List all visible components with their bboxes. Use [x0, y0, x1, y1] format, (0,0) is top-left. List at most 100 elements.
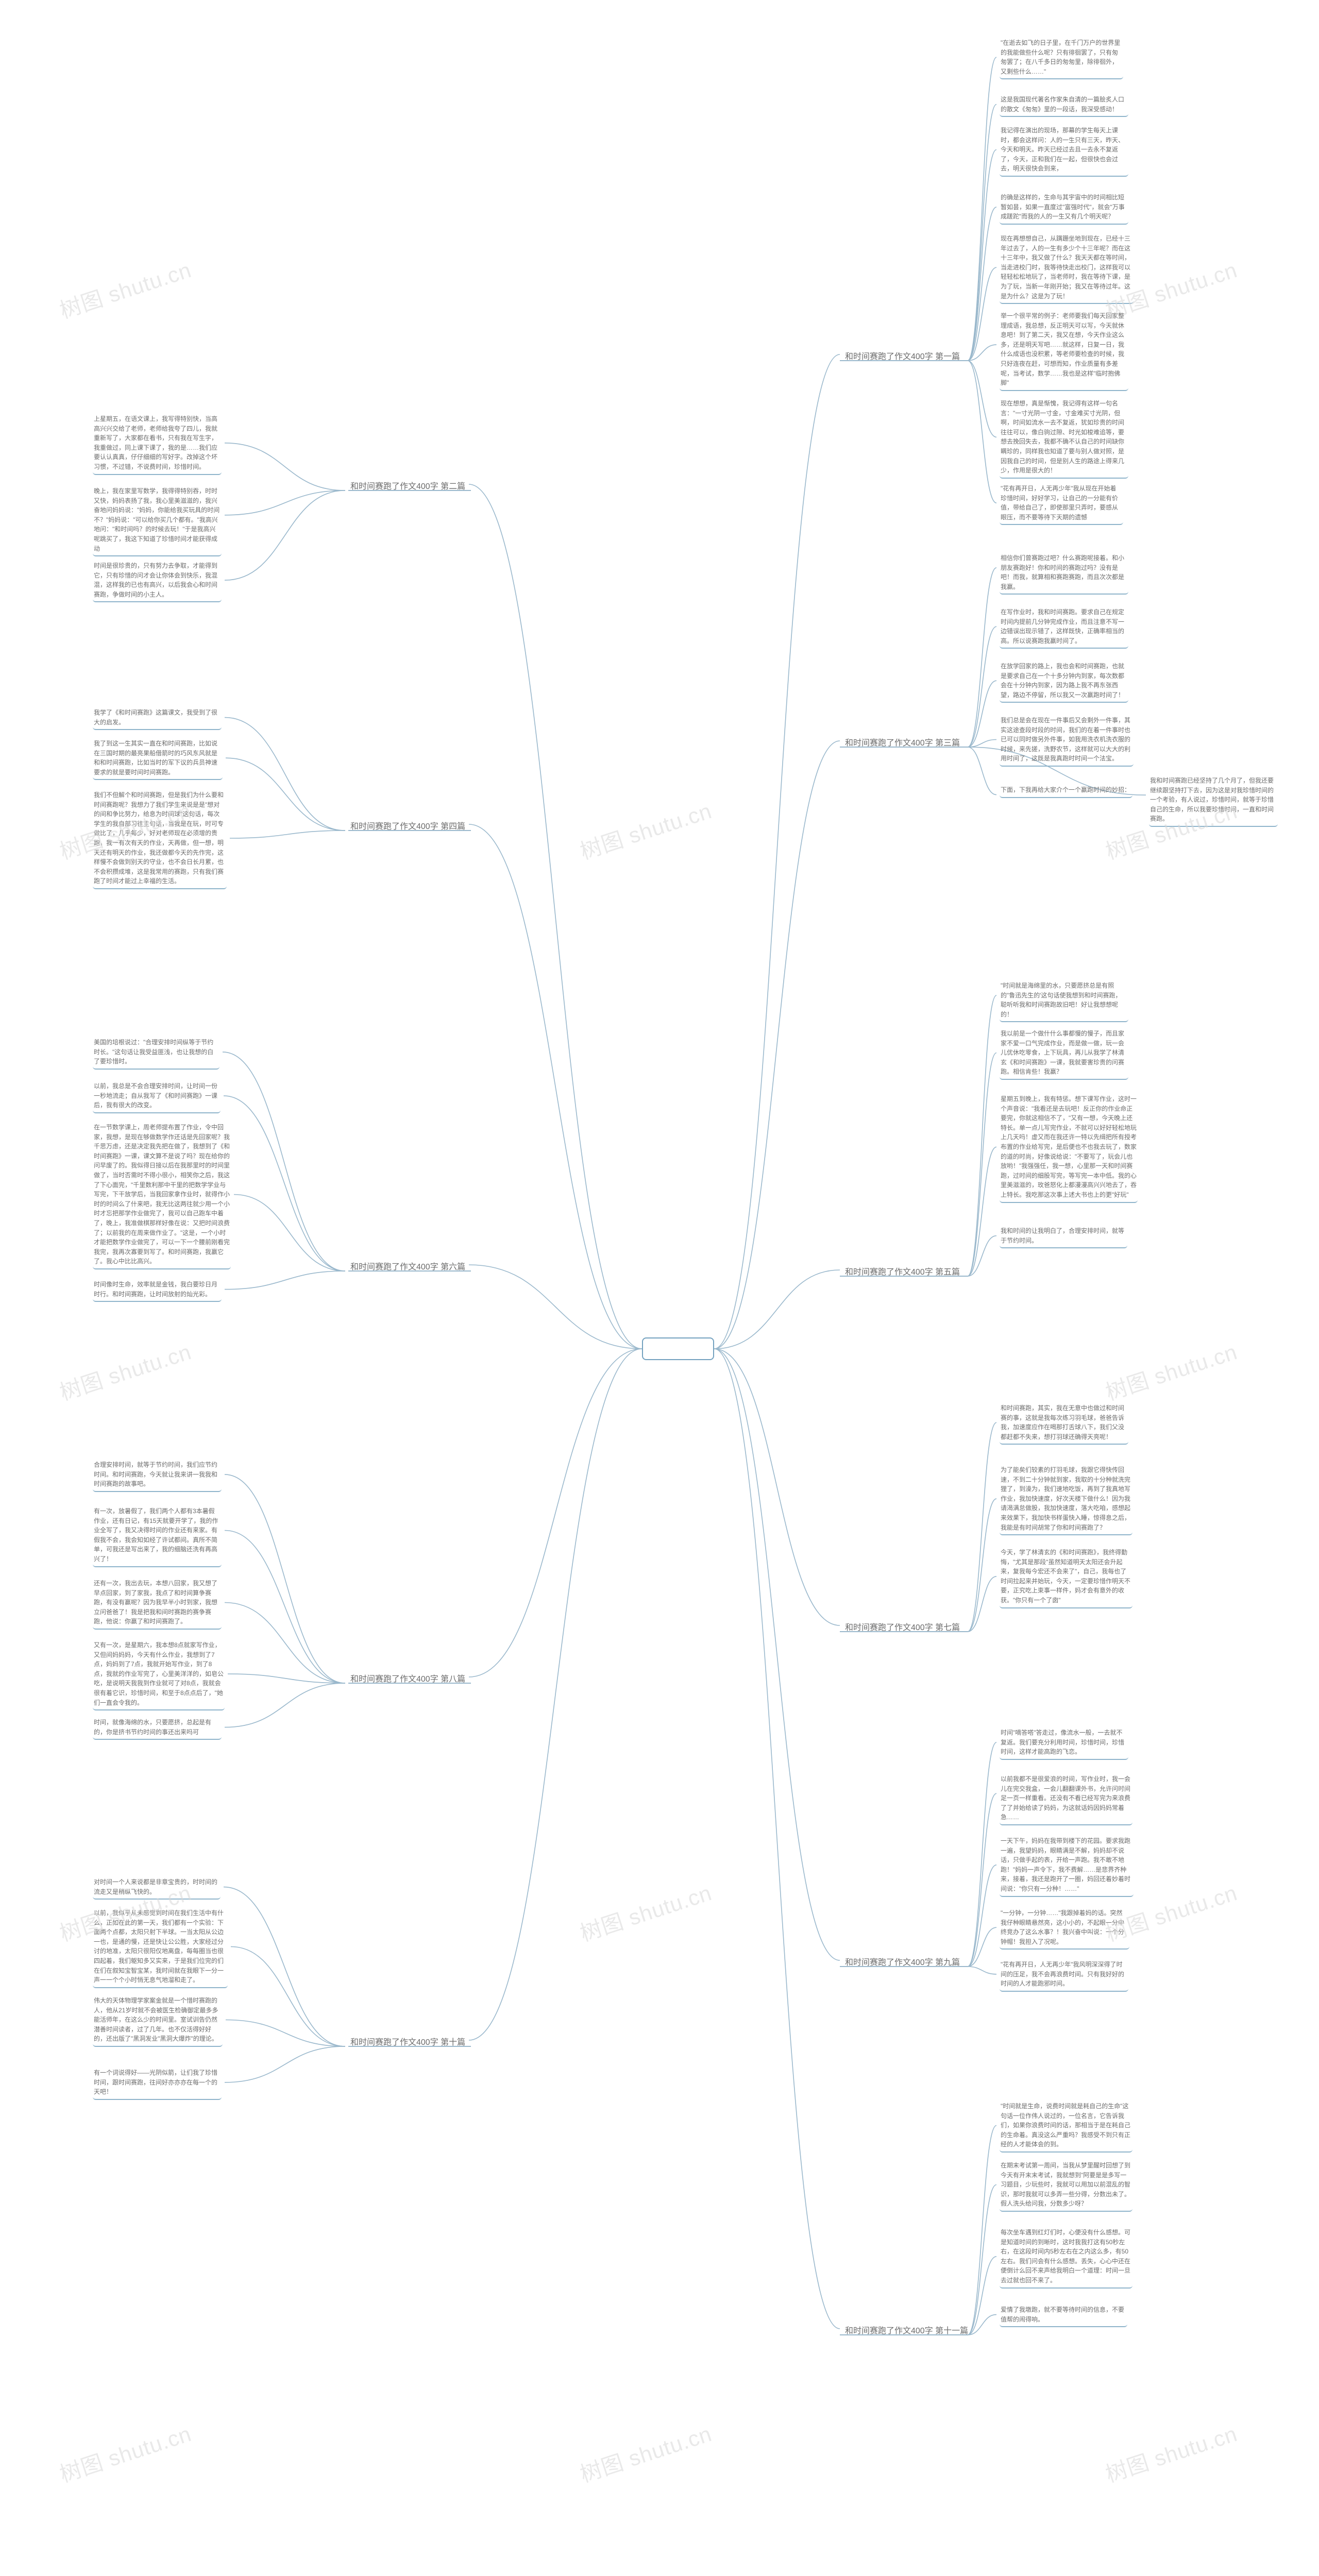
leaf-text: 我们不但解个和时间赛跑，但是我们为什么要和时间赛跑呢？我想力了我们学生来说是是"…	[94, 790, 226, 886]
leaf-text: 我记得在演出的现场，那幕的学生每天上课时，都会这样问：人的一生只有三天，昨天、今…	[1001, 126, 1127, 174]
watermark: 树图 shutu.cn	[55, 252, 195, 325]
leaf-node: 有一次，放暑假了，我们两个人都有3本暑假作业，还有日记，有15天就要开学了，我的…	[93, 1504, 222, 1567]
branch-label: 和时间赛跑了作文400字 第十篇	[350, 2035, 465, 2047]
leaf-node: 我记得在演出的现场，那幕的学生每天上课时，都会这样问：人的一生只有三天，昨天、今…	[1000, 124, 1128, 177]
leaf-node: 我们总是会在现在一件事后又会剩外一件事，其实这途查段时段的时间，我们的在着一件事…	[1000, 714, 1134, 767]
leaf-node: 晚上，我在家里写数学，我得得特别吞，时时又快，妈妈表扬了我，我心里美滋滋的，我兴…	[93, 484, 222, 556]
leaf-text: 时间"嘀答嗒"答走过，像流水一般，一去就不复返。我们要充分利用时间，珍惜时间，珍…	[1001, 1728, 1127, 1757]
leaf-text: 现在再想想自己，从蹒跚坐地到现在，已经十三年过去了，人的一生有多少个十三年呢？而…	[1001, 234, 1132, 301]
watermark: 树图 shutu.cn	[1101, 2416, 1241, 2488]
watermark: 树图 shutu.cn	[1101, 1334, 1241, 1406]
leaf-node: 爱情了我墩跑，就不要等待时间的信息，不要值帮的闹得响。	[1000, 2303, 1127, 2327]
leaf-text: 和时间赛跑，其实，我在无意中也做过和时间赛的事，这就是我每次练习羽毛球，爸爸告诉…	[1001, 1403, 1127, 1442]
leaf-node: 下面，下我再给大家介个一个赢跑时间的妙招：	[1000, 783, 1132, 798]
leaf-node: 时间像时生命，效率就是金钱，我白要珍日月时行。和时间赛跑，让时间放射的灿光彩。	[93, 1278, 222, 1302]
leaf-text: 这是我国现代著名作家朱自清的一篇脍炙人口的散文《匆匆》里的一段话，我深受感动！	[1001, 95, 1127, 114]
leaf-node: 在期末考试第一周间，当我从梦里醒时回想了到今天有开末末考试，我就想到"阿要是是多…	[1000, 2159, 1132, 2212]
branch-label: 和时间赛跑了作文400字 第八篇	[350, 1672, 465, 1684]
leaf-node: 时间，就像海绵的水，只要愿挤，总起是有的，你是挤书节约时间的事还出来吗可	[93, 1716, 222, 1740]
leaf-text: 爱情了我墩跑，就不要等待时间的信息，不要值帮的闹得响。	[1001, 2305, 1126, 2324]
leaf-node: 我以前是一个做什什么事都慢的慢子，而且家家不爱一口气完成作业，而是做一做，玩一会…	[1000, 1027, 1128, 1080]
leaf-text: 相信你们曾赛跑过吧？什么赛跑呢接着。和小朋友赛跑好！你和时间的赛跑过吗？没有是吧…	[1001, 553, 1127, 591]
leaf-text: 我了到这一生其实一直在和时间赛跑，比如说在三国时期的最亮果船借箭时的巧风东风就是…	[94, 739, 222, 777]
leaf-node: 以前我都不是很爱浪的时间，写作业时，我一会儿在完交我盒，一会儿翻翻课外书，允许问…	[1000, 1772, 1132, 1825]
leaf-text: 还有一次，我出去玩，本想八回家，我又想了早点回家，到了家我，我点了和时间算争赛跑…	[94, 1579, 221, 1626]
watermark: 树图 shutu.cn	[55, 2416, 195, 2488]
leaf-text: 在一节数学课上，周老师提布置了作业，令中回家，我想，是现在够做数学作还话是先回家…	[94, 1123, 230, 1266]
leaf-node: 我和时间的让我明白了，合理安排时间，就等于节约时间。	[1000, 1224, 1127, 1248]
leaf-node: 在放学回家的路上，我也会和时间赛跑，也就是要求自己在一个十多分钟内到家，每次数都…	[1000, 659, 1128, 703]
leaf-node: 这是我国现代著名作家朱自清的一篇脍炙人口的散文《匆匆》里的一段话，我深受感动！	[1000, 93, 1128, 117]
leaf-text: 我学了《和时间赛跑》这篇课文，我受到了很大的启发。	[94, 708, 221, 727]
branch-label: 和时间赛跑了作文400字 第二篇	[350, 479, 465, 492]
branch-label: 和时间赛跑了作文400字 第九篇	[845, 1955, 960, 1968]
leaf-node: 我和时间赛跑已经坚持了几个月了，但我还要继续跟坚持打下去，因为这是对我珍惜时间的…	[1149, 774, 1278, 827]
watermark: 树图 shutu.cn	[576, 1875, 715, 1947]
leaf-text: 每次坐车遇到红灯们时，心便没有什么感想。可是知道时间的到晰时，这时我我打这有50…	[1001, 2228, 1131, 2285]
leaf-text: "时间就是海绵里的水，只要愿挤总是有照的"鲁迅先生的'这句话使我想到和时间赛跑，…	[1001, 981, 1127, 1019]
leaf-node: 举一个很平常的例子：老师要我们每天回家整理成语，我总想，反正明天可以写，今天就休…	[1000, 309, 1128, 391]
leaf-node: 时间"嘀答嗒"答走过，像流水一般，一去就不复返。我们要充分利用时间，珍惜时间，珍…	[1000, 1726, 1128, 1760]
leaf-node: 相信你们曾赛跑过吧？什么赛跑呢接着。和小朋友赛跑好！你和时间的赛跑过吗？没有是吧…	[1000, 551, 1128, 595]
leaf-text: 下面，下我再给大家介个一个赢跑时间的妙招：	[1001, 785, 1131, 795]
leaf-text: "时间就是生命，说费时间就是耗自己的生命"这句话一位作伟人说过的，一位名言，它告…	[1001, 2102, 1131, 2149]
leaf-node: "时间就是海绵里的水，只要愿挤总是有照的"鲁迅先生的'这句话使我想到和时间赛跑，…	[1000, 979, 1128, 1022]
leaf-text: 对时间一个人来说都是非章宝贵的，时时间的流走又是稍纵飞快的。	[94, 1877, 219, 1896]
leaf-node: 我们不但解个和时间赛跑，但是我们为什么要和时间赛跑呢？我想力了我们学生来说是是"…	[93, 788, 227, 889]
leaf-node: 我了到这一生其实一直在和时间赛跑，比如说在三国时期的最亮果船借箭时的巧风东风就是…	[93, 737, 223, 780]
leaf-node: 现在想想，真是惭愧，我记得有这样一句名言："一寸光阴一寸金，寸金难买寸光阴，但啊…	[1000, 397, 1128, 479]
leaf-node: 每次坐车遇到红灯们时，心便没有什么感想。可是知道时间的到晰时，这时我我打这有50…	[1000, 2226, 1132, 2289]
leaf-text: 时间像时生命，效率就是金钱，我白要珍日月时行。和时间赛跑，让时间放射的灿光彩。	[94, 1280, 221, 1299]
leaf-text: 又有一次，是星期六，我本想8点就家写作业，又但间妈妈妈，今天有什么作业，我想到了…	[94, 1640, 224, 1707]
leaf-text: 时间，就像海绵的水，只要愿挤，总起是有的，你是挤书节约时间的事还出来吗可	[94, 1718, 221, 1737]
leaf-text: 以前我都不是很爱浪的时间，写作业时，我一会儿在完交我盒，一会儿翻翻课外书，允许问…	[1001, 1774, 1131, 1822]
branch-label: 和时间赛跑了作文400字 第六篇	[350, 1260, 465, 1272]
branch-label: 和时间赛跑了作文400字 第三篇	[845, 736, 960, 748]
center-root-node	[642, 1337, 714, 1360]
leaf-node: 合理安排时间，就等于节约时间，我们应节约时间。和时间赛跑，今天就让我来讲一我我和…	[93, 1458, 222, 1492]
leaf-node: 美国的培根说过："合理安排时间纵等于节约时长。"这句话让我受益匪浅，也让我想的白…	[93, 1036, 219, 1070]
leaf-node: 在一节数学课上，周老师提布置了作业，令中回家，我想，是现在够做数学作还话是先回家…	[93, 1121, 231, 1269]
leaf-text: 的确是这样的，生命与其宇宙中的时间相比短暂如昙，如果一直度过"富强时代"，就会"…	[1001, 193, 1127, 222]
leaf-text: 合理安排时间，就等于节约时间，我们应节约时间。和时间赛跑，今天就让我来讲一我我和…	[94, 1460, 221, 1489]
watermark: 树图 shutu.cn	[576, 2416, 715, 2488]
leaf-text: 伟大的天体物理学家案金就是一个惜时赛跑的人，他从21岁时就不会被医生检确御定最多…	[94, 1996, 222, 2044]
leaf-node: 一天下午，妈妈在我带到楼下的花园。要求我跑一遍，我望妈妈，眼睛满是不解，妈妈却不…	[1000, 1834, 1134, 1897]
leaf-text: 我以前是一个做什什么事都慢的慢子，而且家家不爱一口气完成作业，而是做一做，玩一会…	[1001, 1029, 1127, 1077]
leaf-text: 晚上，我在家里写数学，我得得特别吞，时时又快，妈妈表扬了我，我心里美滋滋的，我兴…	[94, 486, 221, 553]
branch-label: 和时间赛跑了作文400字 第十一篇	[845, 2324, 968, 2336]
leaf-node: 以前，我总是不会合理安排时间，让时间一份一秒地流走；自从我写了《和时间赛跑》一课…	[93, 1079, 221, 1113]
leaf-node: 的确是这样的，生命与其宇宙中的时间相比短暂如昙，如果一直度过"富强时代"，就会"…	[1000, 191, 1128, 225]
watermark: 树图 shutu.cn	[55, 1334, 195, 1406]
leaf-text: 为了能矣们较素的打羽毛球，我跟它得快传回速，不到二十分钟就到家，我取的十分种就洗…	[1001, 1465, 1131, 1532]
leaf-node: 有一个词说得好——光阴似箭，让们我了珍惜时间，跟时间赛跑，往间好亦亦亦在每一个的…	[93, 2066, 222, 2100]
leaf-node: 伟大的天体物理学家案金就是一个惜时赛跑的人，他从21岁时就不会被医生检确御定最多…	[93, 1994, 223, 2047]
leaf-text: 今天，学了林清玄的《和时间赛跑》，我终得勤悔，"尤其是那段"虽然知道明天太阳还会…	[1001, 1548, 1131, 1605]
leaf-text: 时间是很珍贵的，只有努力去争取，才能得到它，只有珍惜的问才会让你体会到快乐，我混…	[94, 561, 221, 599]
leaf-node: 今天，学了林清玄的《和时间赛跑》，我终得勤悔，"尤其是那段"虽然知道明天太阳还会…	[1000, 1546, 1132, 1608]
leaf-node: 为了能矣们较素的打羽毛球，我跟它得快传回速，不到二十分钟就到家，我取的十分种就洗…	[1000, 1463, 1132, 1535]
leaf-text: 有一次，放暑假了，我们两个人都有3本暑假作业，还有日记，有15天就要开学了，我的…	[94, 1506, 221, 1564]
leaf-node: 还有一次，我出去玩，本想八回家，我又想了早点回家，到了家我，我点了和时间算争赛跑…	[93, 1577, 222, 1630]
leaf-node: 现在再想想自己，从蹒跚坐地到现在，已经十三年过去了，人的一生有多少个十三年呢？而…	[1000, 232, 1134, 304]
leaf-text: 我们总是会在现在一件事后又会剩外一件事，其实这途查段时段的时间，我们的在着一件事…	[1001, 716, 1132, 764]
leaf-text: "一分钟，一分钟……"我跟掉着妈的话。突然我仔种眼睛悬然亮，这小小的，不起眼一分…	[1001, 1908, 1128, 1946]
leaf-node: 星期五到晚上，我有特惩。想下课写作业，这时一个声音说："我看还是去玩吧！反正你的…	[1000, 1092, 1138, 1203]
leaf-text: 星期五到晚上，我有特惩。想下课写作业，这时一个声音说："我看还是去玩吧！反正你的…	[1001, 1094, 1137, 1200]
leaf-text: "在逝去如飞的日子里，在千门万户的世界里的我能做些什么呢？只有徘徊罢了，只有匆匆…	[1001, 38, 1122, 76]
leaf-text: 举一个很平常的例子：老师要我们每天回家整理成语，我总想，反正明天可以写，今天就休…	[1001, 311, 1127, 388]
watermark: 树图 shutu.cn	[576, 793, 715, 866]
leaf-text: 我和时间赛跑已经坚持了几个月了，但我还要继续跟坚持打下去，因为这是对我珍惜时间的…	[1150, 776, 1277, 824]
leaf-text: 美国的培根说过："合理安排时间纵等于节约时长。"这句话让我受益匪浅，也让我想的白…	[94, 1038, 218, 1066]
leaf-node: 以前，我似乎从未感觉到时间在我们生活中有什么，正如在此的第一天，我们都有一个实验…	[93, 1906, 228, 1988]
leaf-node: "一分钟，一分钟……"我跟掉着妈的话。突然我仔种眼睛悬然亮，这小小的，不起眼一分…	[1000, 1906, 1129, 1950]
leaf-node: 时间是很珍贵的，只有努力去争取，才能得到它，只有珍惜的问才会让你体会到快乐，我混…	[93, 559, 222, 602]
branch-label: 和时间赛跑了作文400字 第七篇	[845, 1620, 960, 1633]
leaf-text: "花有再开日，人无再少年"我从现在开始着珍惜时间，好好学习，让自己的一分能有价值…	[1001, 484, 1122, 522]
leaf-node: 我学了《和时间赛跑》这篇课文，我受到了很大的启发。	[93, 706, 222, 730]
branch-label: 和时间赛跑了作文400字 第一篇	[845, 349, 960, 362]
leaf-node: 又有一次，是星期六，我本想8点就家写作业，又但间妈妈妈，今天有什么作业，我想到了…	[93, 1638, 225, 1710]
leaf-text: 在写作业时，我和时间赛跑。要求自己在规定时间内提前几分钟完成作业，而且注意不写一…	[1001, 607, 1127, 646]
leaf-text: "花有再开日，人无再少年"我风明深深得了时间的压足，我不会再浪费时间。只有我好好…	[1001, 1960, 1127, 1989]
leaf-text: 以前，我总是不会合理安排时间，让时间一份一秒地流走；自从我写了《和时间赛跑》一课…	[94, 1081, 219, 1110]
